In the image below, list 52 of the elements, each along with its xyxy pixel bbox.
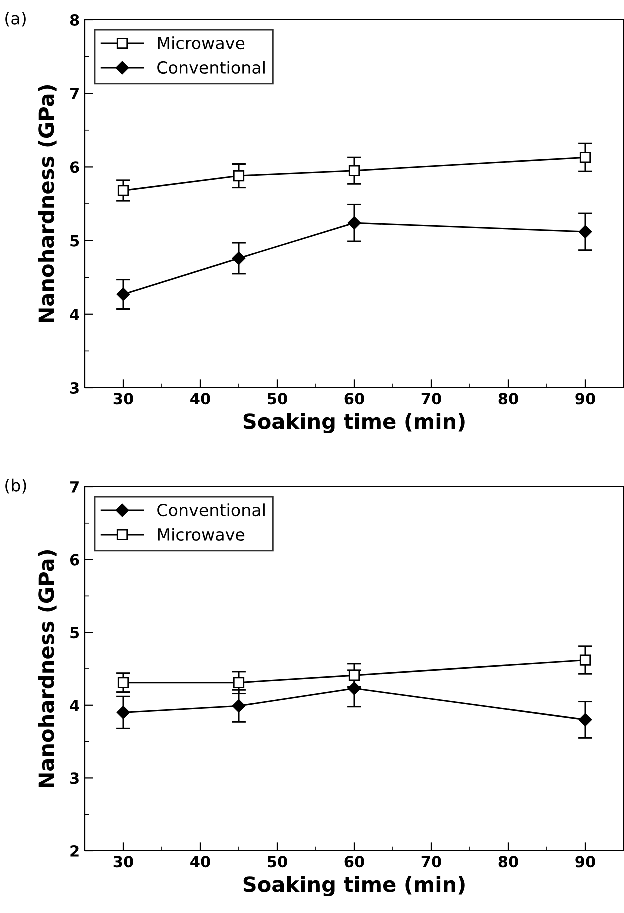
x-tick-label: 40 bbox=[190, 393, 210, 405]
x-tick-label: 90 bbox=[576, 856, 596, 868]
y-tick-label: 6 bbox=[70, 554, 80, 566]
point bbox=[578, 713, 592, 727]
point bbox=[116, 706, 130, 720]
point bbox=[118, 185, 130, 196]
x-axis-title: Soaking time (min) bbox=[244, 876, 465, 897]
point bbox=[580, 152, 592, 164]
y-tick-label: 6 bbox=[70, 162, 80, 174]
x-tick-label: 30 bbox=[114, 856, 134, 868]
x-tick-label: 80 bbox=[498, 393, 518, 405]
point bbox=[233, 170, 245, 182]
x-tick-label: 50 bbox=[268, 393, 288, 405]
legend-label: Microwave bbox=[158, 36, 245, 50]
y-tick-label: 5 bbox=[70, 235, 80, 247]
point bbox=[348, 165, 360, 176]
point bbox=[233, 677, 245, 688]
point bbox=[348, 670, 360, 682]
legend-label: Microwave bbox=[158, 528, 245, 542]
x-tick-label: 60 bbox=[344, 393, 364, 405]
point bbox=[348, 682, 362, 696]
legend-label: Conventional bbox=[158, 504, 265, 517]
y-tick-label: 7 bbox=[70, 88, 79, 100]
x-axis-title: Soaking time (min) bbox=[244, 413, 465, 434]
y-tick-label: 2 bbox=[70, 845, 79, 857]
y-tick-label: 8 bbox=[70, 14, 80, 26]
point bbox=[232, 700, 246, 713]
y-tick-label: 4 bbox=[70, 309, 80, 320]
x-tick-label: 60 bbox=[344, 856, 364, 868]
point bbox=[232, 252, 246, 266]
text: (b) bbox=[6, 478, 26, 494]
point bbox=[580, 654, 592, 666]
x-tick-label: 80 bbox=[498, 856, 518, 868]
x-tick-label: 70 bbox=[422, 393, 442, 405]
y-tick-label: 5 bbox=[70, 627, 80, 639]
text: (a) bbox=[6, 12, 26, 27]
y-tick-label: 4 bbox=[70, 700, 80, 712]
point bbox=[348, 216, 362, 230]
y-tick-label: 7 bbox=[70, 482, 79, 493]
point bbox=[116, 288, 130, 302]
legend-label: Conventional bbox=[158, 61, 265, 74]
y-tick-label: 3 bbox=[70, 382, 79, 394]
y-axis-title: Nanohardness (GPa) bbox=[38, 85, 57, 322]
point bbox=[118, 677, 130, 688]
x-tick-label: 70 bbox=[422, 856, 442, 868]
x-tick-label: 30 bbox=[114, 393, 134, 405]
x-tick-label: 50 bbox=[268, 856, 288, 868]
point bbox=[578, 225, 592, 239]
y-axis-title: Nanohardness (GPa) bbox=[38, 550, 57, 788]
x-tick-label: 40 bbox=[190, 856, 210, 868]
y-tick-label: 3 bbox=[70, 772, 79, 784]
x-tick-label: 90 bbox=[576, 393, 596, 405]
